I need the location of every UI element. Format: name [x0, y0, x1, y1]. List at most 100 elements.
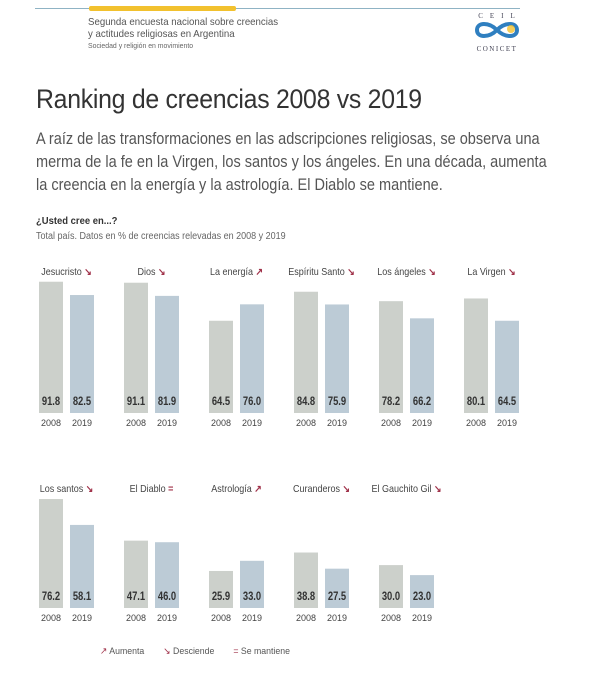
- category-name: Dios: [137, 267, 157, 279]
- value-label: 27.5: [328, 590, 346, 603]
- value-label: 82.5: [73, 395, 91, 408]
- legend-item-down: ↘ Desciende: [163, 646, 214, 657]
- trend-down-icon: ↘: [434, 484, 442, 496]
- bar-2019: [495, 320, 519, 413]
- legend-label: Se mantiene: [240, 646, 290, 657]
- year-label: 2008: [381, 613, 401, 623]
- value-label: 47.1: [127, 590, 145, 603]
- trend-up-icon: ↗: [254, 484, 262, 496]
- value-label: 76.0: [243, 395, 261, 408]
- category-label: Curanderos ↘: [293, 484, 350, 496]
- year-label: 2019: [497, 418, 517, 428]
- trend-down-icon: ↘: [347, 267, 355, 279]
- bar-2019: [155, 542, 179, 608]
- category-label: Jesucristo ↘: [41, 267, 92, 279]
- survey-title-line2: y actitudes religiosas en Argentina: [88, 28, 235, 40]
- trend-down-icon: ↘: [86, 484, 94, 496]
- bar-2008: [379, 565, 403, 608]
- year-label: 2008: [126, 418, 146, 428]
- chart-question: ¿Usted cree en...?: [36, 215, 118, 227]
- year-label: 2008: [41, 418, 61, 428]
- value-label: 25.9: [212, 590, 230, 603]
- category-name: Curanderos: [293, 484, 342, 496]
- header-rule-right: [450, 8, 520, 9]
- year-label: 2008: [41, 613, 61, 623]
- category-label: Astrología ↗: [211, 484, 262, 496]
- year-label: 2019: [242, 418, 262, 428]
- survey-header: Segunda encuesta nacional sobre creencia…: [88, 16, 278, 52]
- year-label: 2019: [242, 613, 262, 623]
- year-label: 2019: [72, 613, 92, 623]
- bar-2008: [209, 570, 233, 608]
- ceil-conicet-logo: CEIL CONICET: [467, 12, 527, 62]
- bar-2008: [294, 552, 318, 608]
- category-label: Los ángeles ↘: [377, 267, 436, 279]
- year-label: 2008: [381, 418, 401, 428]
- value-label: 91.1: [127, 395, 145, 408]
- lead-line: la creencia en la energía y la astrologí…: [36, 176, 443, 194]
- value-label: 46.0: [158, 590, 176, 603]
- category-name: Jesucristo: [41, 267, 84, 279]
- category-name: El Diablo: [130, 484, 168, 496]
- year-label: 2008: [126, 613, 146, 623]
- year-label: 2008: [296, 418, 316, 428]
- category-name: La energía: [210, 267, 255, 279]
- category-name: Los ángeles: [377, 267, 428, 279]
- year-label: 2008: [466, 418, 486, 428]
- survey-subtitle: Sociedad y religión en movimiento: [88, 41, 194, 50]
- bar-2019: [240, 560, 264, 608]
- arrow-up-icon: ↗: [100, 646, 108, 657]
- equals-icon: =: [233, 646, 239, 657]
- value-label: 81.9: [158, 395, 176, 408]
- category-name: El Gauchito Gil: [372, 484, 434, 496]
- logo-conicet-text: CONICET: [476, 45, 518, 53]
- bar-2019: [325, 304, 349, 413]
- year-label: 2019: [412, 613, 432, 623]
- lead-paragraph: A raíz de las transformaciones en las ad…: [36, 128, 547, 197]
- trend-down-icon: ↘: [158, 267, 166, 279]
- value-label: 58.1: [73, 590, 91, 603]
- bar-2008: [124, 282, 148, 413]
- value-label: 33.0: [243, 590, 261, 603]
- page-title: Ranking de creencias 2008 vs 2019: [36, 84, 422, 114]
- category-name: Espíritu Santo: [288, 267, 347, 279]
- bar-2019: [325, 568, 349, 608]
- trend-same-icon: =: [168, 484, 174, 496]
- lead-line: A raíz de las transformaciones en las ad…: [36, 130, 540, 148]
- category-label: El Diablo =: [130, 484, 174, 496]
- bar-2019: [155, 295, 179, 413]
- bar-2008: [379, 301, 403, 413]
- value-label: 84.8: [297, 395, 315, 408]
- logo-ceil-text: CEIL: [478, 12, 522, 20]
- bar-2008: [39, 281, 63, 413]
- value-label: 23.0: [413, 590, 431, 603]
- header-accent-bar: [89, 6, 236, 11]
- year-label: 2019: [327, 613, 347, 623]
- legend-label: Desciende: [173, 646, 215, 657]
- arrow-down-icon: ↘: [163, 646, 171, 657]
- bar-2008: [464, 298, 488, 413]
- header-rule: [35, 8, 451, 9]
- year-label: 2019: [157, 418, 177, 428]
- legend: ↗ Aumenta ↘ Desciende = Se mantiene: [100, 646, 306, 657]
- category-name: Los santos: [40, 484, 86, 496]
- bar-2019: [410, 318, 434, 413]
- trend-down-icon: ↘: [508, 267, 516, 279]
- value-label: 66.2: [413, 395, 431, 408]
- legend-item-up: ↗ Aumenta: [100, 646, 144, 657]
- value-label: 78.2: [382, 395, 400, 408]
- category-label: La Virgen ↘: [467, 267, 515, 279]
- value-label: 75.9: [328, 395, 346, 408]
- value-label: 80.1: [467, 395, 485, 408]
- bar-2008: [124, 540, 148, 608]
- value-label: 38.8: [297, 590, 315, 603]
- year-label: 2019: [157, 613, 177, 623]
- year-label: 2019: [327, 418, 347, 428]
- year-label: 2019: [412, 418, 432, 428]
- infinity-logo-icon: [474, 22, 520, 38]
- bar-2019: [240, 304, 264, 413]
- bar-2008: [39, 499, 63, 608]
- value-label: 64.5: [212, 395, 230, 408]
- category-name: La Virgen: [467, 267, 508, 279]
